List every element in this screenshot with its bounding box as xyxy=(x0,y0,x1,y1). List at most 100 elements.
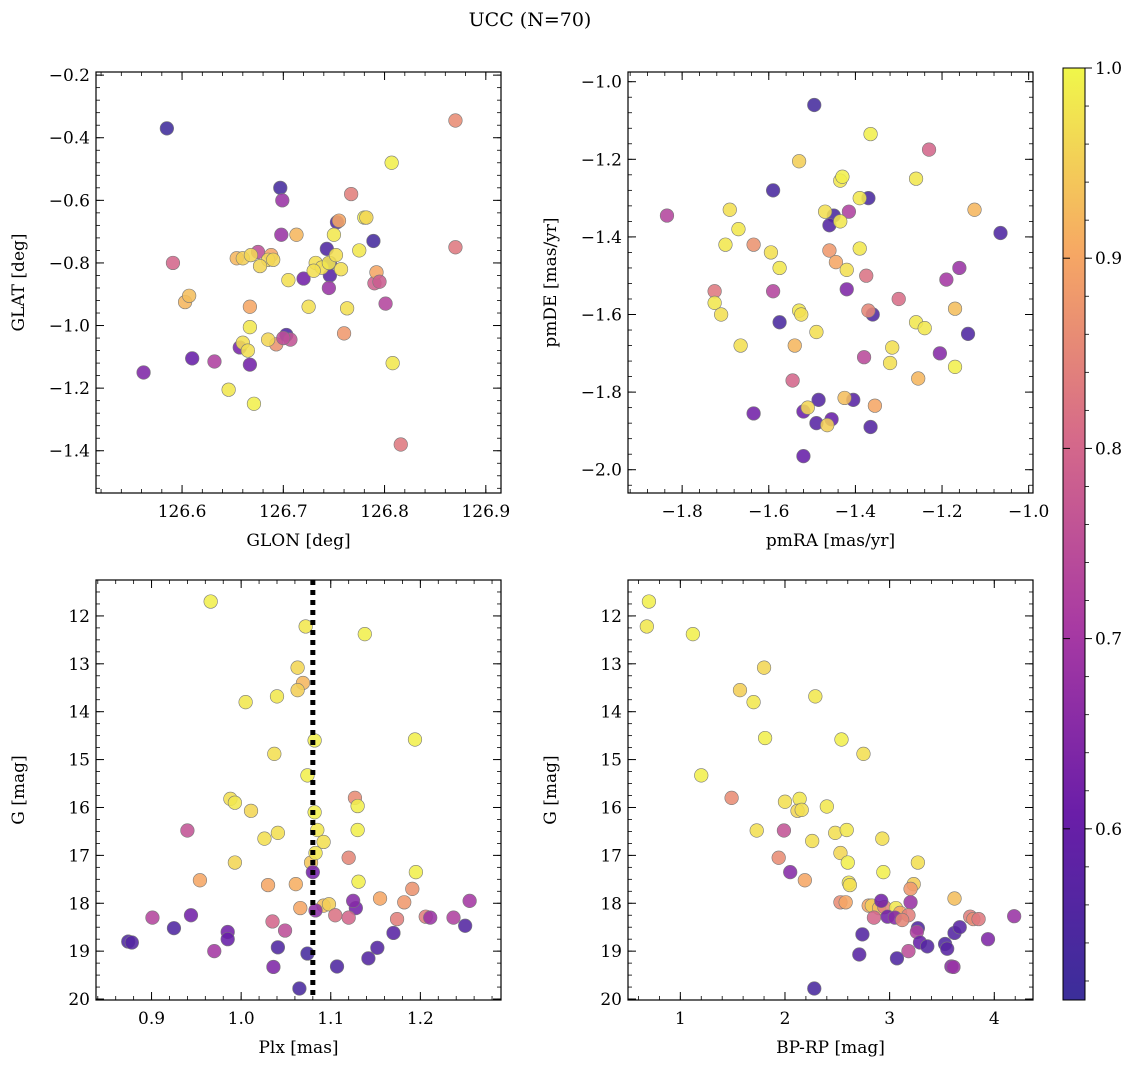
scatter-point xyxy=(817,204,833,219)
scatter-point xyxy=(733,338,748,353)
colorbar-gradient xyxy=(1062,67,1086,1001)
scatter-point xyxy=(960,326,976,342)
scatter-point xyxy=(145,910,160,925)
scatter-point xyxy=(385,356,400,371)
scatter-point xyxy=(240,343,255,358)
axes-frame xyxy=(627,579,1034,1001)
colorbar-tick-label: 0.7 xyxy=(1095,630,1122,650)
y-axis-label: GLAT [deg] xyxy=(9,233,29,331)
scatter-point xyxy=(797,873,812,888)
scatter-point xyxy=(265,914,280,929)
scatter-point xyxy=(393,437,408,452)
scatter-point xyxy=(361,951,376,966)
scatter-point xyxy=(192,873,208,888)
y-tick-label: 17 xyxy=(68,846,90,866)
scatter-point xyxy=(270,825,285,840)
scatter-point xyxy=(952,260,967,276)
panel-glon-glat: 126.6 126.7 126.8 126.9 −1.4 −1.2 −1.0 −0.8 −0.6… xyxy=(9,66,510,551)
y-tick-label: −0.2 xyxy=(49,66,90,86)
scatter-point xyxy=(306,263,321,278)
scatter-point xyxy=(819,799,834,814)
scatter-point xyxy=(800,400,815,415)
scatter-point xyxy=(859,268,874,283)
x-tick-label: 126.6 xyxy=(158,502,207,522)
scatter-point xyxy=(293,900,308,916)
panel-pmra-pmde: −1.8 −1.6 −1.4 −1.2 −1.0 −2.0 −1.8 −1.6 −1.4 −1.2… xyxy=(541,71,1049,551)
scatter-point xyxy=(328,908,343,923)
scatter-point xyxy=(359,210,374,225)
scatter-point xyxy=(885,340,900,355)
scatter-point xyxy=(269,689,285,704)
x-tick-label: −1.0 xyxy=(1008,502,1049,522)
scatter-point xyxy=(841,204,857,219)
scatter-point xyxy=(308,845,323,861)
scatter-point xyxy=(276,330,291,346)
scatter-point xyxy=(861,303,876,318)
x-tick-label: −1.8 xyxy=(662,502,703,522)
scatter-point xyxy=(911,371,926,386)
scatter-point xyxy=(707,295,722,310)
scatter-point xyxy=(805,833,820,849)
scatter-point xyxy=(839,822,854,838)
scatter-point xyxy=(372,891,388,906)
scatter-point xyxy=(947,891,962,906)
scatter-point xyxy=(659,208,675,223)
scatter-point xyxy=(724,790,739,806)
scatter-point xyxy=(266,959,281,975)
scatter-point xyxy=(867,398,882,413)
y-tick-label: 15 xyxy=(68,751,90,771)
scatter-point xyxy=(220,932,235,947)
y-tick-label: 18 xyxy=(600,894,622,914)
scatter-point xyxy=(685,627,700,642)
scatter-point xyxy=(397,895,412,910)
scatter-point xyxy=(221,382,236,397)
colorbar-tick-label: 0.8 xyxy=(1095,439,1122,459)
scatter-point xyxy=(267,746,282,761)
scatter-point xyxy=(281,273,296,288)
scatter-point xyxy=(855,927,870,942)
scatter-point xyxy=(298,619,313,634)
scatter-point xyxy=(833,214,848,229)
scatter-point xyxy=(274,227,289,242)
x-tick-label: −1.2 xyxy=(921,502,962,522)
scatter-point xyxy=(639,619,654,634)
scatter-point xyxy=(316,834,331,850)
scatter-point xyxy=(331,213,347,228)
scatter-point xyxy=(932,346,947,361)
scatter-point xyxy=(350,798,365,814)
scatter-point xyxy=(772,260,787,276)
scatter-point xyxy=(876,865,891,880)
scatter-point xyxy=(242,299,257,314)
scatter-point xyxy=(296,271,311,286)
scatter-point xyxy=(828,255,844,270)
x-tick-label: 2 xyxy=(780,1009,791,1029)
colorbar-tick-label: 0.6 xyxy=(1095,820,1122,840)
scatter-point xyxy=(290,660,305,675)
scatter-point xyxy=(165,255,181,271)
scatter-point xyxy=(290,683,305,698)
scatter-point xyxy=(238,695,253,710)
scatter-point xyxy=(889,951,905,966)
scatter-point xyxy=(731,222,746,237)
scatter-point xyxy=(261,332,276,347)
scatter-point xyxy=(260,877,276,893)
scatter-point xyxy=(756,660,772,675)
y-tick-label: −1.4 xyxy=(49,442,90,462)
scatter-point xyxy=(350,822,365,838)
scatter-point xyxy=(641,594,657,609)
y-tick-label: 18 xyxy=(68,894,90,914)
scatter-point xyxy=(783,865,798,880)
y-tick-label: 20 xyxy=(68,990,90,1010)
y-tick-label: 13 xyxy=(68,655,90,675)
y-tick-label: 13 xyxy=(600,655,622,675)
y-tick-label: −1.2 xyxy=(581,150,622,170)
x-tick-label: 126.7 xyxy=(259,502,308,522)
scatter-point xyxy=(326,227,342,242)
scatter-point xyxy=(866,910,882,925)
scatter-point xyxy=(718,237,733,252)
scatter-point xyxy=(243,248,259,263)
scatter-point xyxy=(227,855,242,870)
scatter-point xyxy=(448,240,463,255)
figure-title: UCC (N=70) xyxy=(469,9,592,31)
scatter-point xyxy=(124,935,139,950)
